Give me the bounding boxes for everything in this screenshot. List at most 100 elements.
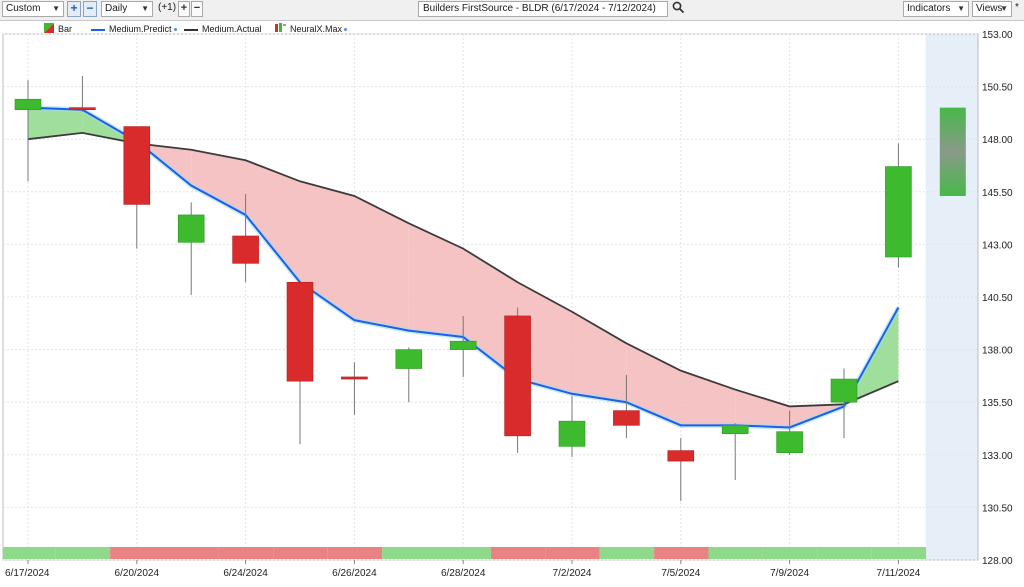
fill-predict-below bbox=[463, 248, 518, 380]
legend-item-medium-predict[interactable]: Medium.Predict bbox=[91, 23, 177, 35]
candle-body bbox=[14, 98, 42, 111]
band-segment bbox=[817, 547, 872, 559]
y-tick-label: 148.00 bbox=[982, 135, 1013, 146]
x-tick-label: 7/11/2024 bbox=[877, 568, 921, 579]
medium-predict-glow bbox=[27, 105, 901, 430]
fill-predict-above bbox=[845, 307, 899, 404]
y-tick-label: 135.50 bbox=[982, 398, 1013, 409]
chevron-down-icon: ▼ bbox=[52, 4, 60, 13]
indicators-dropdown[interactable]: Indicators ▼ bbox=[903, 1, 969, 17]
projection-bar bbox=[939, 107, 966, 197]
remove-icon: − bbox=[86, 1, 94, 15]
candle-body bbox=[504, 315, 531, 437]
fill-predict-above bbox=[136, 141, 140, 144]
period-select[interactable]: Custom ▼ bbox=[2, 1, 64, 17]
fill-predict-below bbox=[789, 404, 844, 428]
x-tick-label: 6/17/2024 bbox=[5, 568, 50, 579]
candle-body bbox=[613, 410, 640, 426]
views-label: Views bbox=[976, 3, 1003, 14]
x-tick-label: 6/26/2024 bbox=[332, 568, 377, 579]
legend-item-neuralx-max[interactable]: NeuralX.Max bbox=[275, 23, 348, 36]
x-tick-label: 6/20/2024 bbox=[115, 568, 160, 579]
fill-predict-below bbox=[735, 389, 790, 428]
settings-dot-icon bbox=[173, 28, 177, 32]
offset-label: (+1) bbox=[158, 2, 177, 13]
line-swatch-icon bbox=[91, 28, 105, 31]
band-segment bbox=[708, 547, 763, 559]
legend-item-bar[interactable]: Bar bbox=[44, 23, 72, 36]
chart-title: Builders FirstSource - BLDR (6/17/2024 -… bbox=[418, 1, 668, 17]
x-tick-label: 7/9/2024 bbox=[770, 568, 809, 579]
interval-select[interactable]: Daily ▼ bbox=[101, 1, 153, 17]
legend-item-medium-actual[interactable]: Medium.Actual bbox=[184, 23, 262, 35]
remove-chart-button[interactable]: − bbox=[83, 1, 97, 17]
y-tick-label: 133.00 bbox=[982, 451, 1013, 462]
chevron-down-icon: ▼ bbox=[957, 4, 965, 13]
line-swatch-icon bbox=[184, 28, 198, 31]
candle-body bbox=[341, 376, 368, 380]
band-segment bbox=[164, 547, 219, 559]
settings-dot-icon bbox=[344, 28, 348, 32]
candle-body bbox=[123, 126, 151, 205]
fill-predict-below bbox=[517, 282, 572, 394]
fill-predict-below bbox=[680, 370, 736, 426]
band-segment bbox=[654, 547, 709, 559]
add-chart-button[interactable]: + bbox=[67, 1, 81, 17]
y-tick-label: 140.50 bbox=[982, 293, 1013, 304]
decrease-button[interactable]: − bbox=[191, 1, 203, 17]
candle-body bbox=[667, 450, 695, 462]
indicators-label: Indicators bbox=[907, 3, 951, 14]
x-tick-label: 7/2/2024 bbox=[553, 568, 592, 579]
minus-icon: − bbox=[193, 2, 201, 14]
band-segment bbox=[599, 547, 655, 559]
band-segment bbox=[762, 547, 818, 559]
plot-frame bbox=[2, 33, 979, 561]
fill-predict-below bbox=[300, 181, 355, 321]
chevron-down-icon: ▼ bbox=[1000, 4, 1008, 13]
y-tick-label: 128.00 bbox=[982, 556, 1013, 567]
bar-swatch-icon bbox=[44, 23, 54, 36]
fill-predict-below bbox=[626, 343, 681, 426]
y-tick-label: 138.00 bbox=[982, 346, 1013, 357]
neuralx-swatch-icon bbox=[275, 23, 286, 36]
period-select-value: Custom bbox=[6, 3, 41, 14]
y-tick-label: 143.00 bbox=[982, 240, 1013, 251]
candle-body bbox=[449, 340, 477, 350]
fill-predict-below bbox=[572, 311, 627, 403]
axes: 153.00 150.50 148.00 145.50 143.00 140.50 138.… bbox=[5, 30, 1013, 579]
band-segment bbox=[273, 547, 328, 559]
fill-predict-below bbox=[408, 223, 464, 337]
x-tick-label: 6/24/2024 bbox=[223, 568, 268, 579]
interval-select-value: Daily bbox=[105, 3, 128, 14]
candle-body bbox=[69, 107, 96, 111]
future-region bbox=[925, 34, 978, 560]
search-icon[interactable] bbox=[672, 1, 686, 17]
candle-body bbox=[776, 431, 803, 453]
medium-predict-line bbox=[27, 106, 900, 429]
band-segment bbox=[545, 547, 600, 559]
toolbar: Custom ▼ + − Daily ▼ (+1) + − Builders F… bbox=[0, 0, 1024, 21]
legend-label: NeuralX.Max bbox=[290, 24, 343, 34]
increase-button[interactable]: + bbox=[178, 1, 190, 17]
views-dropdown[interactable]: Views ▼ bbox=[972, 1, 1012, 17]
series-lines bbox=[27, 105, 901, 430]
fill-predict-below bbox=[844, 403, 846, 407]
bottom-band bbox=[3, 547, 927, 559]
y-tick-label: 130.50 bbox=[982, 503, 1013, 514]
fill-predict-below bbox=[139, 143, 192, 186]
band-segment bbox=[110, 547, 165, 559]
fill-predict-below bbox=[191, 149, 246, 215]
candle-body bbox=[558, 420, 586, 447]
candles bbox=[14, 76, 966, 502]
band-segment bbox=[382, 547, 437, 559]
band-segment bbox=[871, 547, 927, 559]
asterisk-indicator: * bbox=[1015, 2, 1019, 13]
band-segment bbox=[3, 547, 56, 559]
grid bbox=[2, 33, 979, 561]
fill-predict-below bbox=[245, 160, 300, 283]
candle-body bbox=[286, 281, 314, 382]
band-segment bbox=[327, 547, 383, 559]
plus-icon: + bbox=[180, 2, 188, 14]
candle-body bbox=[885, 166, 912, 258]
